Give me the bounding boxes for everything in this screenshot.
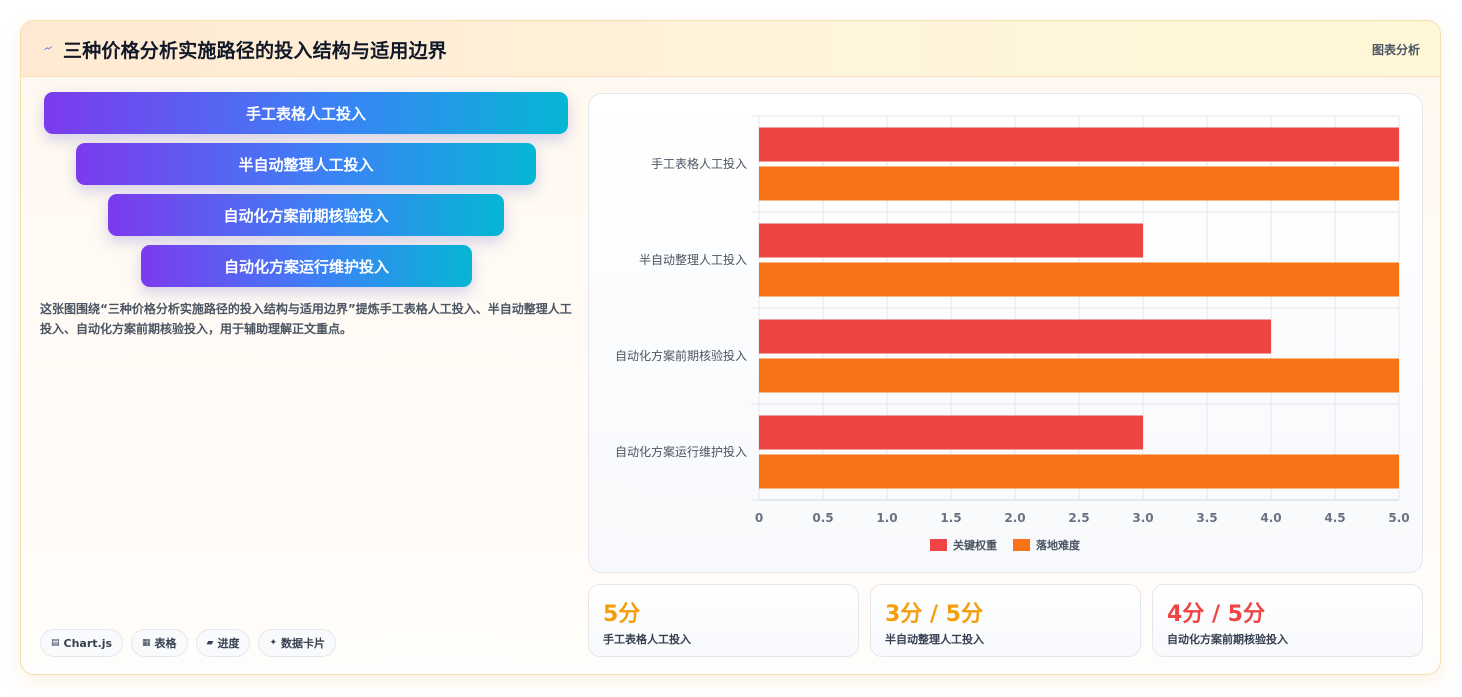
chip-chartjs[interactable]: ▤ Chart.js bbox=[40, 629, 124, 657]
stat-card-2: 3分 / 5分 半自动整理人工投入 bbox=[870, 584, 1141, 657]
chart-panel: 0 0.5 1.0 1.5 2.0 2.5 3.0 3.5 4.0 4.5 5.0 手工表格人工投入半… bbox=[588, 93, 1423, 573]
bar-chart: 0 0.5 1.0 1.5 2.0 2.5 3.0 3.5 4.0 4.5 5.0 手工表格人工投入半… bbox=[615, 115, 1410, 552]
funnel-step-4[interactable]: 自动化方案运行维护投入 bbox=[141, 245, 472, 287]
chip-label: Chart.js bbox=[63, 636, 113, 650]
bar bbox=[759, 166, 1399, 201]
x-tick-label: 4.0 bbox=[1260, 511, 1281, 525]
stat-value: 4分 / 5分 bbox=[1167, 602, 1265, 627]
page-title: 三种价格分析实施路径的投入结构与适用边界 bbox=[63, 40, 448, 62]
funnel-step-2[interactable]: 半自动整理人工投入 bbox=[76, 143, 536, 185]
y-tick-label: 自动化方案前期核验投入 bbox=[615, 348, 747, 363]
stat-label: 半自动整理人工投入 bbox=[885, 633, 984, 646]
chip-table[interactable]: ▦ 表格 bbox=[131, 629, 188, 657]
bar bbox=[759, 454, 1399, 489]
bar bbox=[759, 415, 1143, 450]
x-tick-label: 4.5 bbox=[1324, 511, 1345, 525]
chip-label: 表格 bbox=[154, 637, 177, 650]
x-tick-label: 0.5 bbox=[812, 511, 833, 525]
chart-description: 这张图围绕“三种价格分析实施路径的投入结构与适用边界”提炼手工表格人工投入、半自… bbox=[40, 302, 572, 336]
x-tick-label: 3.5 bbox=[1196, 511, 1217, 525]
stat-label: 手工表格人工投入 bbox=[603, 633, 691, 646]
bar bbox=[759, 127, 1399, 162]
funnel-step-1[interactable]: 手工表格人工投入 bbox=[44, 92, 568, 134]
chip-label: 数据卡片 bbox=[281, 637, 326, 650]
stat-value: 5分 bbox=[603, 602, 641, 627]
x-tick-label: 0 bbox=[755, 511, 763, 525]
x-tick-label: 5.0 bbox=[1388, 511, 1409, 525]
feature-chips: ▤ Chart.js ▦ 表格 ▰ 进度 ✦ 数据卡片 bbox=[40, 629, 337, 657]
y-tick-label: 自动化方案运行维护投入 bbox=[615, 444, 747, 459]
legend-swatch bbox=[1013, 539, 1030, 551]
stat-value: 3分 / 5分 bbox=[885, 602, 983, 627]
bar bbox=[759, 223, 1143, 258]
sparkle-icon: ✦ bbox=[269, 638, 278, 648]
y-tick-label: 手工表格人工投入 bbox=[651, 156, 747, 171]
x-tick-label: 1.5 bbox=[940, 511, 961, 525]
progress-icon: ▰ bbox=[206, 638, 214, 648]
legend-label: 落地难度 bbox=[1036, 538, 1081, 552]
lightning-icon bbox=[43, 46, 53, 50]
x-tick-label: 2.5 bbox=[1068, 511, 1089, 525]
chart-analysis-tag: 图表分析 bbox=[1371, 43, 1420, 57]
table-icon: ▦ bbox=[142, 638, 151, 648]
funnel-step-3[interactable]: 自动化方案前期核验投入 bbox=[108, 194, 504, 236]
y-tick-label: 半自动整理人工投入 bbox=[639, 252, 747, 267]
bar bbox=[759, 319, 1271, 354]
legend-label: 关键权重 bbox=[953, 538, 997, 552]
stat-card-3: 4分 / 5分 自动化方案前期核验投入 bbox=[1152, 584, 1423, 657]
x-tick-label: 1.0 bbox=[876, 511, 897, 525]
card-header: 三种价格分析实施路径的投入结构与适用边界 图表分析 bbox=[21, 21, 1440, 77]
chip-label: 进度 bbox=[217, 637, 240, 650]
chip-progress[interactable]: ▰ 进度 bbox=[195, 629, 251, 657]
bar bbox=[759, 358, 1399, 393]
stat-label: 自动化方案前期核验投入 bbox=[1167, 633, 1288, 646]
x-tick-label: 3.0 bbox=[1132, 511, 1153, 525]
x-tick-label: 2.0 bbox=[1004, 511, 1025, 525]
legend-swatch bbox=[930, 539, 947, 551]
main-card: 三种价格分析实施路径的投入结构与适用边界 图表分析 手工表格人工投入 半自动整理… bbox=[20, 20, 1441, 675]
chip-data-card[interactable]: ✦ 数据卡片 bbox=[258, 629, 337, 657]
bar bbox=[759, 262, 1399, 297]
stat-card-1: 5分 手工表格人工投入 bbox=[588, 584, 859, 657]
chart-icon: ▤ bbox=[51, 638, 60, 648]
